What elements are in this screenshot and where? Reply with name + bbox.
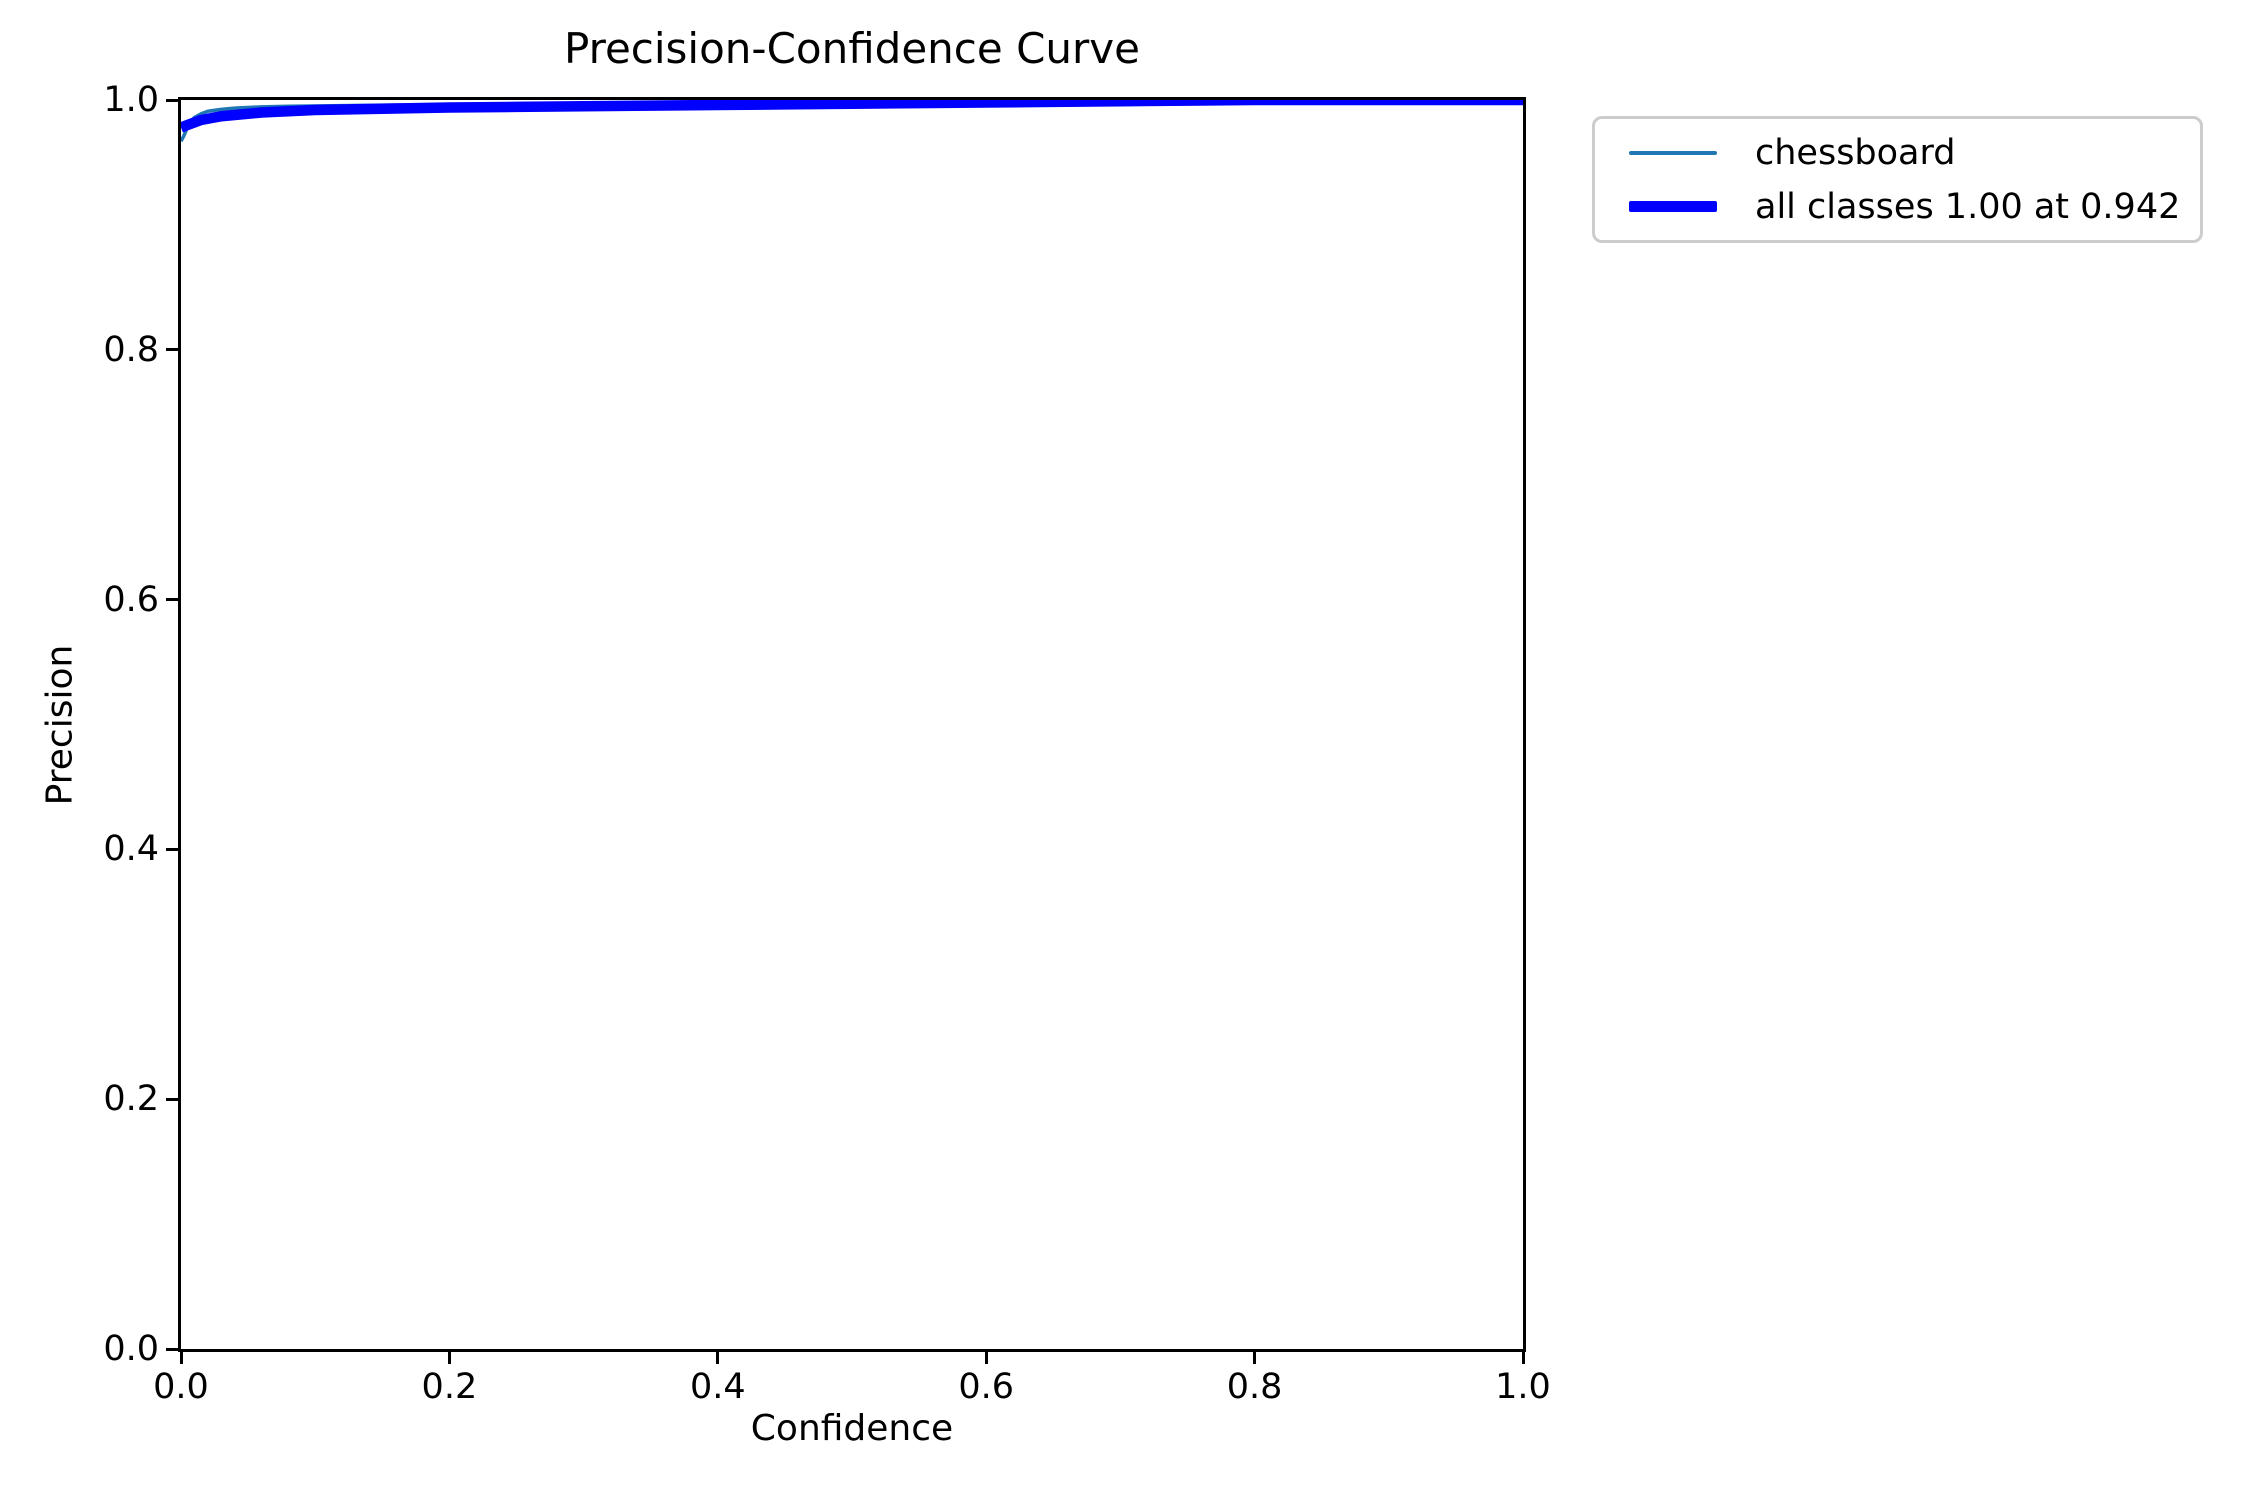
plot-area: 0.0 0.2 0.4 0.6 0.8 1.0 0.0 0.2 0.4 0.6 0.8 1.0 xyxy=(103,80,1551,1407)
y-tick-mark xyxy=(166,1347,178,1351)
y-tick-label: 0.6 xyxy=(103,579,159,620)
x-tick-label: 1.0 xyxy=(1495,1367,1551,1407)
x-tick-label: 0.8 xyxy=(1226,1367,1283,1407)
y-tick-label: 1.0 xyxy=(103,80,159,120)
y-tick-mark xyxy=(166,98,178,102)
x-tick-label: 0.6 xyxy=(958,1367,1015,1407)
y-tick-label: 0.4 xyxy=(103,829,159,870)
x-tick-mark xyxy=(984,1352,988,1364)
y-tick-mark xyxy=(166,847,178,851)
y-axis-label: Precision xyxy=(39,644,81,806)
x-tick-label: 0.4 xyxy=(689,1367,746,1407)
y-tick-mark xyxy=(166,1097,178,1101)
y-tick-label: 0.8 xyxy=(103,329,159,370)
y-tick-label: 0.0 xyxy=(103,1329,159,1369)
chart-title: Precision-Confidence Curve xyxy=(564,24,1140,73)
y-tick-label: 0.2 xyxy=(103,1079,159,1120)
legend-label: all classes 1.00 at 0.942 xyxy=(1755,186,2181,227)
x-tick-label: 0.2 xyxy=(421,1367,478,1407)
x-tick-mark xyxy=(1253,1352,1257,1364)
legend-item: chessboard xyxy=(1629,133,2190,173)
curves-canvas xyxy=(181,100,1523,143)
x-tick-mark xyxy=(1521,1352,1525,1364)
legend-label: chessboard xyxy=(1755,132,1956,173)
y-tick-mark xyxy=(166,598,178,602)
x-tick-mark xyxy=(716,1352,720,1364)
y-tick-mark xyxy=(166,348,178,352)
x-tick-mark xyxy=(179,1352,183,1364)
legend-item: all classes 1.00 at 0.942 xyxy=(1629,187,2190,227)
legend: chessboard all classes 1.00 at 0.942 xyxy=(1592,116,2203,243)
x-axis-label: Confidence xyxy=(750,1408,954,1449)
legend-line-sample xyxy=(1629,201,1717,212)
all-classes-line xyxy=(181,100,1523,133)
x-tick-label: 0.0 xyxy=(153,1367,209,1407)
x-tick-mark xyxy=(447,1352,451,1364)
legend-line-sample xyxy=(1629,150,1717,155)
